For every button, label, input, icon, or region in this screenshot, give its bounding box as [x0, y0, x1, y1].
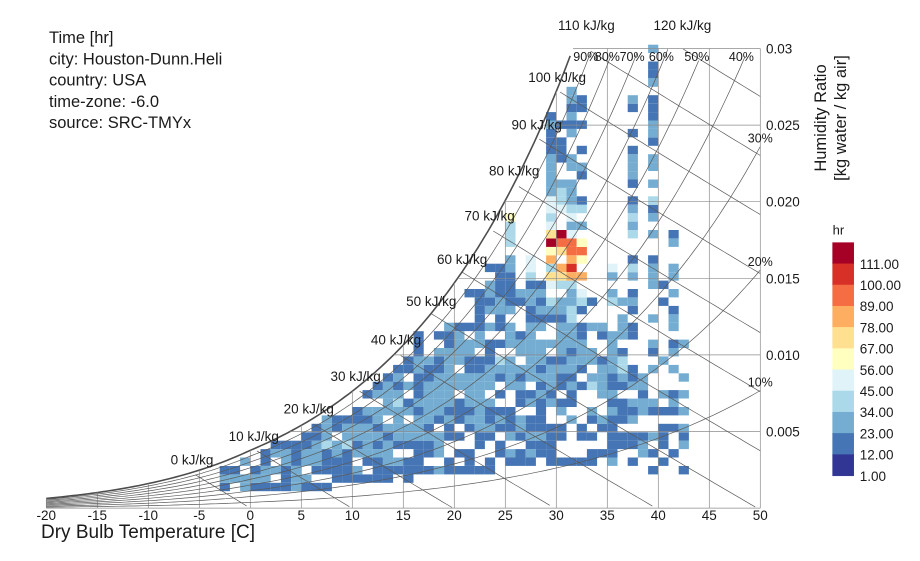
svg-text:78.00: 78.00 [860, 320, 894, 335]
svg-text:40%: 40% [729, 50, 754, 64]
svg-text:89.00: 89.00 [860, 299, 894, 314]
svg-text:80 kJ/kg: 80 kJ/kg [489, 164, 539, 179]
svg-text:10%: 10% [748, 376, 773, 390]
svg-text:time-zone: -6.0: time-zone: -6.0 [49, 93, 159, 111]
svg-text:50 kJ/kg: 50 kJ/kg [406, 294, 456, 309]
svg-text:0.010: 0.010 [766, 348, 800, 363]
svg-text:60 kJ/kg: 60 kJ/kg [437, 252, 487, 267]
svg-text:23.00: 23.00 [860, 426, 894, 441]
svg-text:45.00: 45.00 [860, 384, 894, 399]
svg-text:40: 40 [651, 508, 666, 523]
svg-text:10: 10 [345, 508, 360, 523]
svg-text:-10: -10 [139, 508, 159, 523]
svg-text:120 kJ/kg: 120 kJ/kg [654, 18, 712, 33]
svg-text:90%: 90% [573, 50, 598, 64]
svg-text:90 kJ/kg: 90 kJ/kg [512, 118, 562, 133]
svg-text:70 kJ/kg: 70 kJ/kg [464, 209, 514, 224]
svg-text:10 kJ/kg: 10 kJ/kg [229, 429, 279, 444]
svg-text:0 kJ/kg: 0 kJ/kg [171, 453, 214, 468]
svg-text:12.00: 12.00 [860, 448, 894, 463]
svg-text:country: USA: country: USA [49, 72, 146, 90]
svg-text:40 kJ/kg: 40 kJ/kg [371, 333, 421, 348]
svg-text:source: SRC-TMYx: source: SRC-TMYx [49, 114, 192, 132]
svg-text:Humidity Ratio: Humidity Ratio [812, 64, 830, 171]
svg-text:110 kJ/kg: 110 kJ/kg [558, 18, 615, 33]
svg-text:20%: 20% [748, 255, 773, 269]
svg-text:60%: 60% [649, 50, 674, 64]
svg-text:67.00: 67.00 [860, 342, 894, 357]
svg-text:25: 25 [498, 508, 513, 523]
svg-text:0.020: 0.020 [766, 195, 800, 210]
svg-text:Time [hr]: Time [hr] [49, 29, 113, 47]
svg-text:[kg water / kg air]: [kg water / kg air] [832, 55, 850, 181]
svg-text:100 kJ/kg: 100 kJ/kg [528, 70, 586, 85]
svg-text:0.03: 0.03 [766, 42, 792, 57]
svg-text:0.005: 0.005 [766, 425, 800, 440]
svg-text:-20: -20 [37, 508, 57, 523]
svg-text:city: Houston-Dunn.Heli: city: Houston-Dunn.Heli [49, 50, 222, 68]
svg-text:30 kJ/kg: 30 kJ/kg [330, 369, 380, 384]
svg-text:45: 45 [702, 508, 717, 523]
svg-text:30%: 30% [748, 132, 773, 146]
svg-text:0.015: 0.015 [766, 271, 800, 286]
svg-text:56.00: 56.00 [860, 363, 894, 378]
svg-text:15: 15 [396, 508, 411, 523]
svg-text:-5: -5 [193, 508, 205, 523]
svg-text:20 kJ/kg: 20 kJ/kg [284, 401, 334, 416]
svg-text:35: 35 [600, 508, 615, 523]
svg-text:30: 30 [549, 508, 564, 523]
svg-text:50%: 50% [684, 50, 709, 64]
svg-text:50: 50 [753, 508, 768, 523]
svg-text:34.00: 34.00 [860, 405, 894, 420]
svg-text:Dry Bulb Temperature [C]: Dry Bulb Temperature [C] [41, 522, 255, 543]
svg-text:1.00: 1.00 [860, 469, 886, 484]
svg-text:100.00: 100.00 [860, 278, 901, 293]
svg-text:5: 5 [298, 508, 306, 523]
svg-text:20: 20 [447, 508, 462, 523]
svg-text:80%: 80% [595, 50, 620, 64]
svg-text:hr: hr [833, 223, 845, 238]
svg-text:-15: -15 [88, 508, 108, 523]
svg-text:0: 0 [247, 508, 255, 523]
svg-text:111.00: 111.00 [860, 257, 899, 272]
svg-text:70%: 70% [620, 50, 645, 64]
